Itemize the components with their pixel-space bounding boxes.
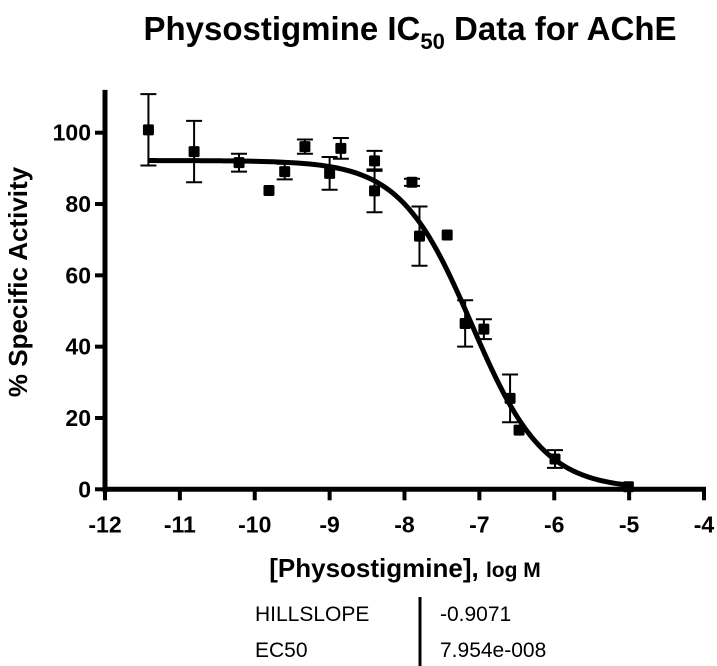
- square-marker: [369, 185, 381, 197]
- x-tick-label: -5: [619, 511, 640, 537]
- data-point: [502, 373, 519, 424]
- square-marker: [549, 453, 561, 465]
- square-marker: [233, 157, 245, 169]
- data-points-layer: [140, 93, 634, 493]
- hillslope-label: HILLSLOPE: [255, 603, 369, 626]
- data-point: [366, 168, 383, 214]
- square-marker: [513, 424, 525, 436]
- x-tick-label: -10: [238, 511, 271, 537]
- data-point: [475, 318, 492, 341]
- square-marker: [299, 141, 311, 153]
- y-tick-label: 60: [65, 262, 91, 288]
- square-marker: [263, 184, 275, 196]
- square-marker: [441, 229, 453, 241]
- data-point: [513, 424, 525, 436]
- square-marker: [279, 166, 291, 178]
- square-marker: [413, 230, 425, 242]
- x-tick-label: -9: [319, 511, 339, 537]
- x-tick-label: -11: [164, 511, 196, 537]
- x-axis-title: [Physostigmine], log M: [269, 553, 541, 583]
- data-point: [140, 93, 157, 167]
- data-point: [276, 162, 293, 181]
- x-tick-label: -8: [394, 511, 415, 537]
- square-marker: [504, 392, 516, 404]
- square-marker: [188, 146, 200, 158]
- x-tick-label: -7: [469, 511, 489, 537]
- data-point: [186, 119, 203, 184]
- data-point: [546, 449, 563, 469]
- data-point: [231, 152, 248, 173]
- y-tick-label: 80: [65, 191, 91, 217]
- y-axis-title: % Specific Activity: [3, 166, 33, 397]
- y-tick-label: 0: [78, 476, 91, 502]
- y-tick-label: 40: [65, 334, 91, 360]
- square-marker: [406, 176, 418, 188]
- data-point: [441, 229, 453, 241]
- data-point: [263, 184, 275, 196]
- fit-curve: [148, 158, 630, 488]
- x-tick-label: -6: [544, 511, 564, 537]
- ec50-value: 7.954e-008: [440, 639, 546, 662]
- y-tick-label: 20: [65, 405, 91, 431]
- x-tick-label: -12: [88, 511, 121, 537]
- data-point: [457, 299, 474, 348]
- data-point: [296, 138, 313, 155]
- y-tick-label: 100: [53, 120, 91, 146]
- square-marker: [622, 481, 634, 493]
- hillslope-value: -0.9071: [440, 603, 511, 626]
- data-point: [332, 137, 349, 160]
- data-point: [321, 155, 338, 191]
- square-marker: [324, 167, 336, 179]
- fit-curve-layer: [148, 158, 630, 488]
- square-marker: [142, 124, 154, 136]
- data-point: [622, 481, 634, 493]
- data-point: [403, 176, 420, 188]
- square-marker: [335, 142, 347, 154]
- data-point: [411, 205, 428, 267]
- results-table: HILLSLOPE -0.9071 EC50 7.954e-008: [255, 597, 546, 666]
- square-marker: [459, 317, 471, 329]
- x-tick-label: -4: [694, 511, 715, 537]
- axes: 0 20 40 60 80 100 -12 -11 -10 -9 -8 -7 -6 -5 -4: [53, 89, 715, 537]
- square-marker: [478, 323, 490, 335]
- chart-title: Physostigmine IC50 Data for AChE: [143, 10, 676, 54]
- square-marker: [369, 155, 381, 167]
- data-point: [366, 149, 383, 172]
- ec50-label: EC50: [255, 639, 308, 662]
